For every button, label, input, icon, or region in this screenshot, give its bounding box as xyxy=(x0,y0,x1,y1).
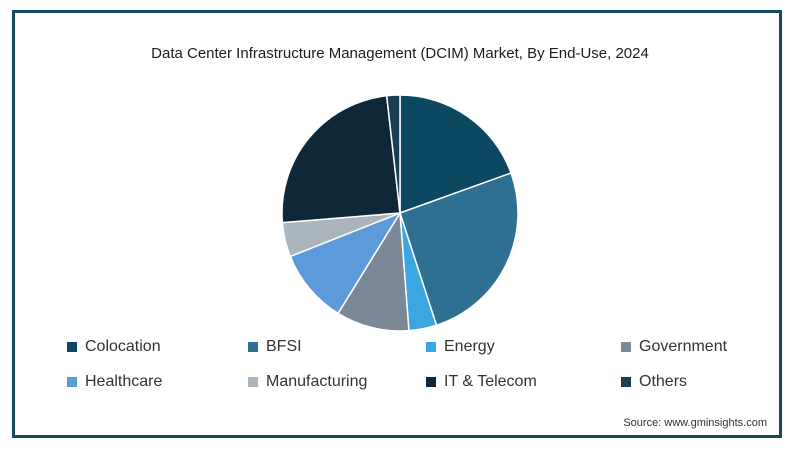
legend-label: Government xyxy=(639,338,728,355)
chart-title: Data Center Infrastructure Management (D… xyxy=(151,45,649,62)
legend-label: Manufacturing xyxy=(266,373,368,390)
source-credit: Source: www.gminsights.com xyxy=(623,417,767,429)
legend-item-government: Government xyxy=(621,337,781,357)
legend-swatch xyxy=(248,342,258,352)
legend-label: IT & Telecom xyxy=(444,373,537,390)
legend-label: Healthcare xyxy=(85,373,163,390)
legend-label: Colocation xyxy=(85,338,161,355)
legend-label: Energy xyxy=(444,338,495,355)
pie-slice-others xyxy=(385,94,401,214)
legend-item-colocation: Colocation xyxy=(67,337,248,357)
legend-swatch xyxy=(67,342,77,352)
legend-item-others: Others xyxy=(621,372,781,392)
pie-chart xyxy=(281,94,519,332)
legend-item-energy: Energy xyxy=(426,337,621,357)
legend-swatch xyxy=(621,377,631,387)
legend-item-it-telecom: IT & Telecom xyxy=(426,372,621,392)
legend-label: Others xyxy=(639,373,688,390)
legend-item-manufacturing: Manufacturing xyxy=(248,372,426,392)
chart-legend: Colocation BFSI Energy Government Healthcare… xyxy=(67,337,767,392)
legend-item-healthcare: Healthcare xyxy=(67,372,248,392)
legend-swatch xyxy=(426,342,436,352)
pie-slice-it-telecom xyxy=(281,94,401,224)
pie-slice-healthcare xyxy=(289,211,402,315)
pie-slice-government xyxy=(336,210,410,332)
legend-item-bfsi: BFSI xyxy=(248,337,426,357)
legend-label: BFSI xyxy=(266,338,302,355)
legend-swatch xyxy=(67,377,77,387)
chart-frame: Data Center Infrastructure Management (D… xyxy=(12,10,782,438)
legend-swatch xyxy=(248,377,258,387)
pie-slice-bfsi xyxy=(399,172,519,327)
pie-slice-colocation xyxy=(399,94,512,215)
legend-swatch xyxy=(426,377,436,387)
legend-swatch xyxy=(621,342,631,352)
